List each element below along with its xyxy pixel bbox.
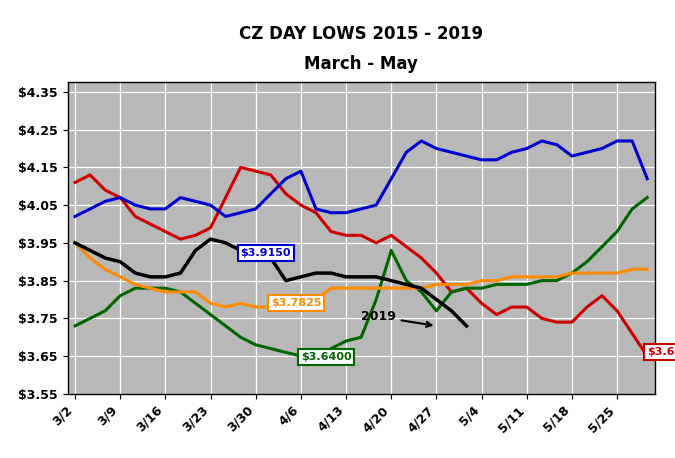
Text: $3.6525: $3.6525	[647, 347, 675, 357]
Title: CZ DAY LOWS 2015 - 2019
March - May: CZ DAY LOWS 2015 - 2019 March - May	[239, 25, 483, 72]
Text: $3.9150: $3.9150	[241, 248, 291, 258]
Text: $3.7825: $3.7825	[271, 298, 321, 308]
Text: $3.6400: $3.6400	[301, 352, 352, 362]
Text: 2019: 2019	[361, 310, 431, 327]
